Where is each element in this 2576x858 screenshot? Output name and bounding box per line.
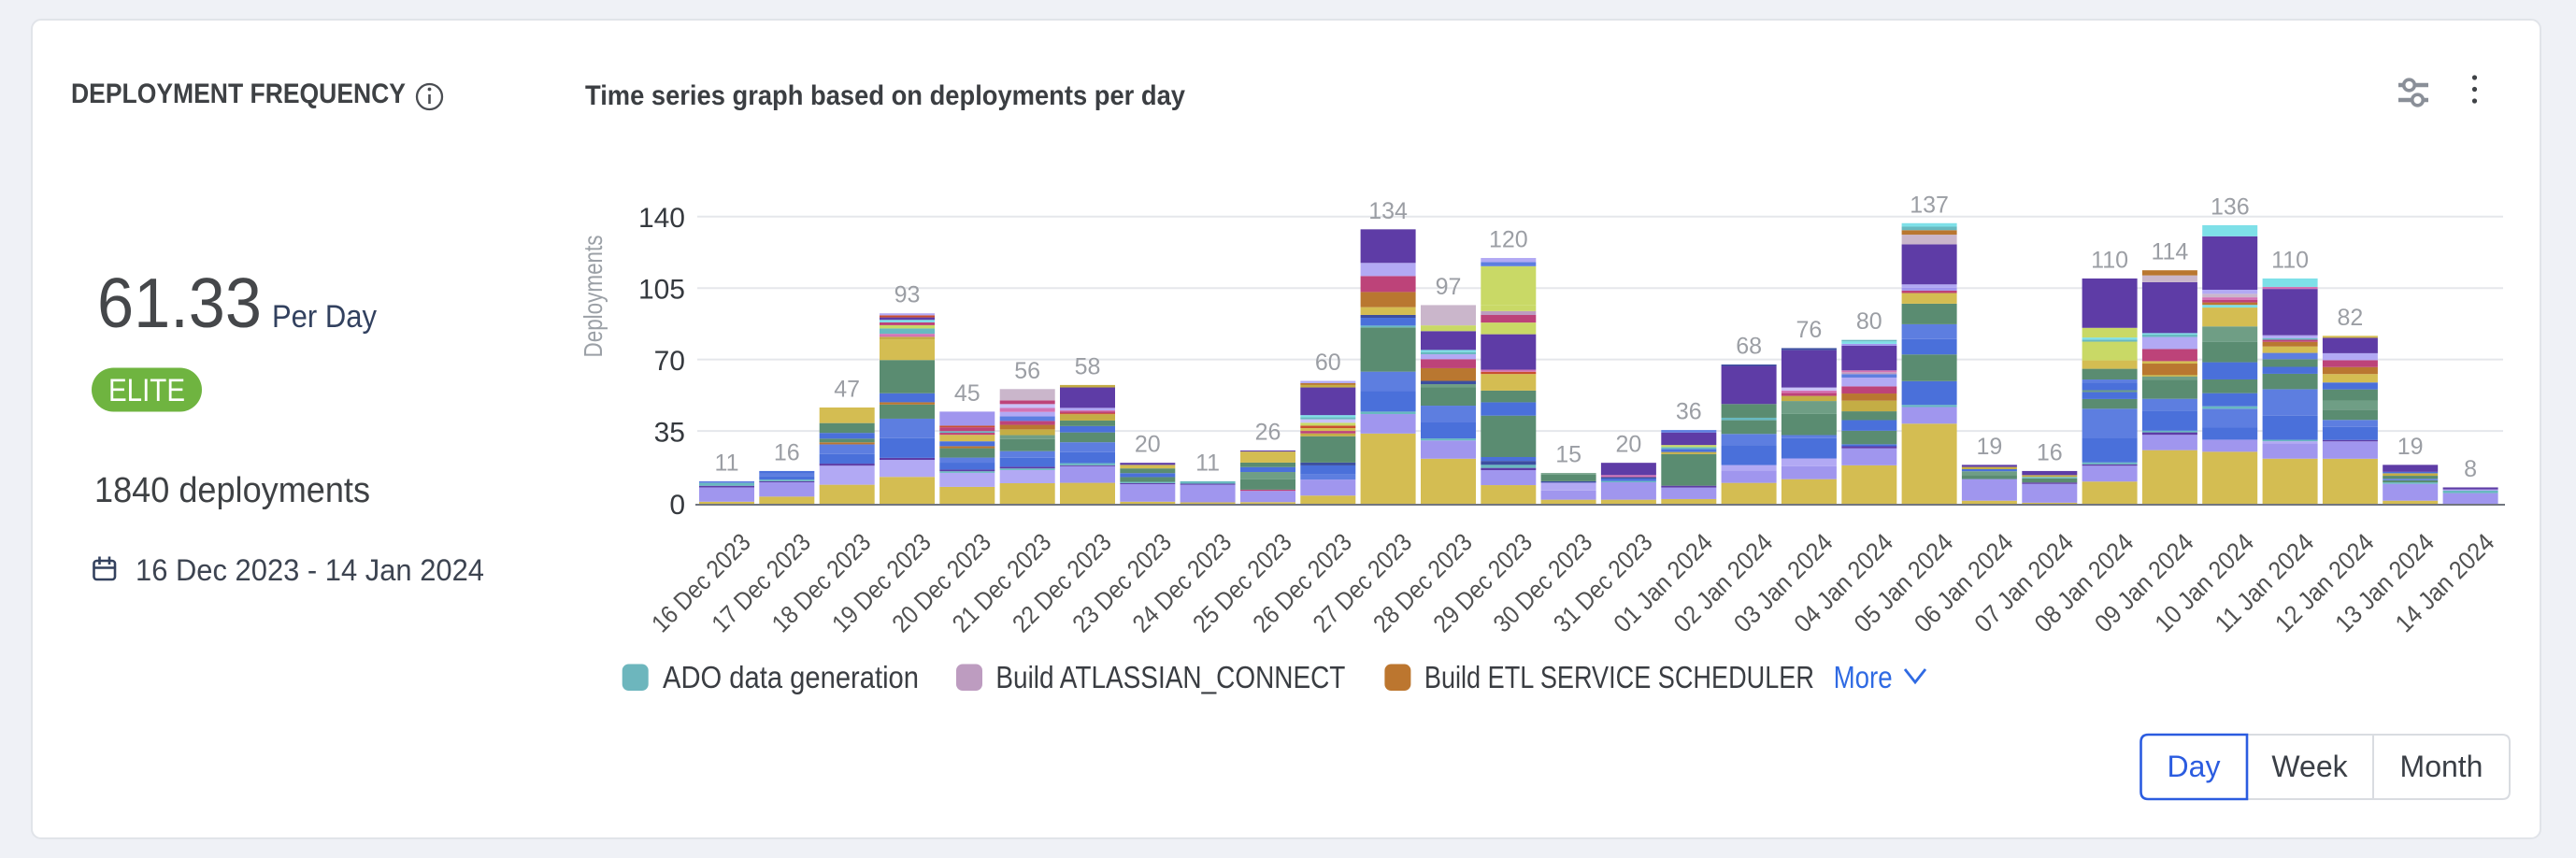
- svg-text:136: 136: [2211, 194, 2250, 221]
- svg-text:120: 120: [1489, 227, 1528, 253]
- svg-text:Deployments: Deployments: [579, 236, 608, 358]
- svg-text:68: 68: [1736, 334, 1762, 360]
- svg-text:20: 20: [1135, 432, 1161, 458]
- svg-text:Week: Week: [2271, 750, 2348, 783]
- svg-text:15: 15: [1555, 442, 1581, 468]
- svg-text:97: 97: [1436, 274, 1462, 300]
- svg-text:Per Day: Per Day: [272, 299, 377, 335]
- svg-text:ELITE: ELITE: [108, 373, 185, 408]
- svg-text:60: 60: [1315, 350, 1341, 376]
- svg-text:20: 20: [1615, 432, 1641, 458]
- svg-text:35: 35: [654, 417, 685, 448]
- svg-text:19: 19: [1976, 434, 2002, 460]
- svg-text:110: 110: [2091, 247, 2128, 273]
- svg-text:16: 16: [2037, 439, 2063, 465]
- svg-text:45: 45: [954, 380, 980, 407]
- svg-text:80: 80: [1856, 308, 1882, 335]
- svg-text:19: 19: [2397, 434, 2424, 460]
- svg-text:Month: Month: [2400, 750, 2483, 783]
- svg-text:Build ATLASSIAN_CONNECT: Build ATLASSIAN_CONNECT: [995, 660, 1345, 694]
- svg-text:11: 11: [715, 450, 739, 476]
- svg-text:1840 deployments: 1840 deployments: [94, 471, 370, 510]
- svg-text:110: 110: [2271, 247, 2309, 273]
- svg-text:70: 70: [654, 346, 685, 377]
- svg-text:82: 82: [2337, 305, 2363, 331]
- svg-text:Build ETL SERVICE SCHEDULER: Build ETL SERVICE SCHEDULER: [1424, 660, 1814, 694]
- svg-text:93: 93: [894, 282, 921, 308]
- svg-text:105: 105: [638, 274, 685, 305]
- svg-text:76: 76: [1796, 317, 1822, 343]
- svg-text:134: 134: [1368, 198, 1408, 224]
- svg-text:11: 11: [1195, 450, 1220, 476]
- svg-text:36: 36: [1676, 399, 1702, 425]
- svg-text:More: More: [1834, 660, 1893, 694]
- svg-text:61.33: 61.33: [97, 264, 262, 342]
- svg-text:Day: Day: [2168, 750, 2221, 783]
- svg-text:114: 114: [2151, 239, 2188, 265]
- svg-text:58: 58: [1075, 353, 1101, 379]
- svg-text:16: 16: [774, 439, 800, 465]
- svg-text:0: 0: [669, 490, 685, 521]
- svg-text:16 Dec 2023 - 14 Jan 2024: 16 Dec 2023 - 14 Jan 2024: [136, 553, 484, 587]
- svg-text:8: 8: [2464, 456, 2477, 482]
- svg-text:47: 47: [834, 377, 860, 403]
- svg-text:26: 26: [1255, 420, 1281, 446]
- svg-text:DEPLOYMENT FREQUENCY: DEPLOYMENT FREQUENCY: [71, 79, 406, 109]
- svg-text:56: 56: [1014, 358, 1040, 384]
- svg-text:137: 137: [1910, 192, 1949, 218]
- svg-text:140: 140: [638, 203, 685, 234]
- svg-text:ADO data generation: ADO data generation: [663, 660, 919, 694]
- svg-text:Time series graph based on dep: Time series graph based on deployments p…: [585, 80, 1185, 111]
